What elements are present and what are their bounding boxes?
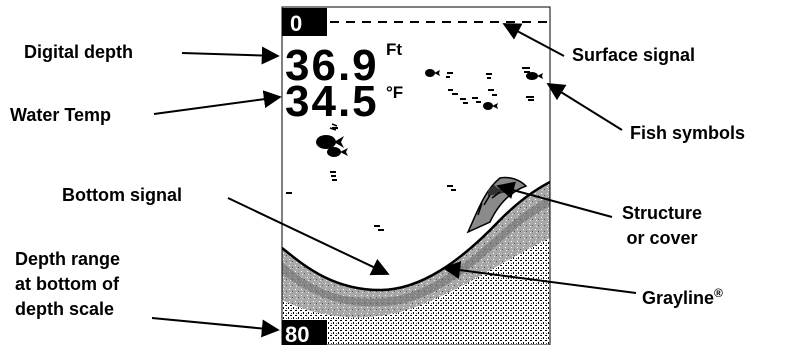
bottom-signal-line [282, 180, 550, 292]
arrow-structure [496, 181, 613, 218]
label-grayline-text: Grayline [642, 288, 715, 308]
scale-bottom-label: 80 [285, 322, 309, 345]
grayline-band [282, 182, 550, 318]
label-grayline: Grayline® [642, 282, 723, 309]
fish-symbol [425, 69, 440, 77]
callout-arrows [151, 23, 637, 338]
fish-symbol [316, 123, 344, 149]
screen-border [281, 6, 551, 345]
arrow-digital-depth [181, 46, 280, 65]
small-fish-marks [286, 67, 534, 231]
scale-bottom-box [282, 320, 327, 345]
scale-top-label: 0 [290, 11, 302, 36]
depth-readout: 36.9 [285, 41, 379, 90]
sub-bottom-clutter [282, 238, 550, 345]
label-water-temp: Water Temp [10, 105, 112, 125]
label-depth-range-line2: at bottom of [15, 274, 119, 294]
label-depth-range-line1: Depth range [15, 249, 121, 269]
label-depth-range-line3: depth scale [15, 299, 115, 319]
temp-unit: °F [386, 83, 403, 102]
arrow-surface-signal [502, 23, 565, 57]
scale-top-box [282, 8, 327, 36]
label-bottom-signal: Bottom signal [62, 185, 182, 205]
arrow-fish-symbols [546, 83, 623, 131]
fish-symbol [483, 102, 498, 110]
fish-symbol [327, 147, 348, 157]
label-structure-line2: or cover [626, 228, 698, 248]
label-fish-symbols: Fish symbols [630, 123, 746, 143]
label-digital-depth: Digital depth [24, 42, 133, 62]
arrow-water-temp [153, 90, 282, 115]
fish-symbols [286, 67, 543, 231]
sonar-screen: 0 80 36.9 Ft 34.5 °F [282, 7, 550, 345]
arrow-bottom-signal [227, 197, 390, 276]
label-structure-line1: Structure [622, 203, 703, 223]
temp-readout: 34.5 [285, 77, 379, 126]
depth-unit: Ft [386, 40, 402, 59]
fish-symbol [526, 72, 543, 80]
arrow-grayline [442, 261, 637, 294]
label-depth-range: Depth range at bottom of depth scale [15, 248, 120, 320]
arrow-depth-range [151, 317, 280, 338]
label-surface-signal: Surface signal [572, 45, 696, 65]
registered-mark: ® [714, 286, 723, 300]
label-structure: Structure or cover [622, 202, 702, 249]
